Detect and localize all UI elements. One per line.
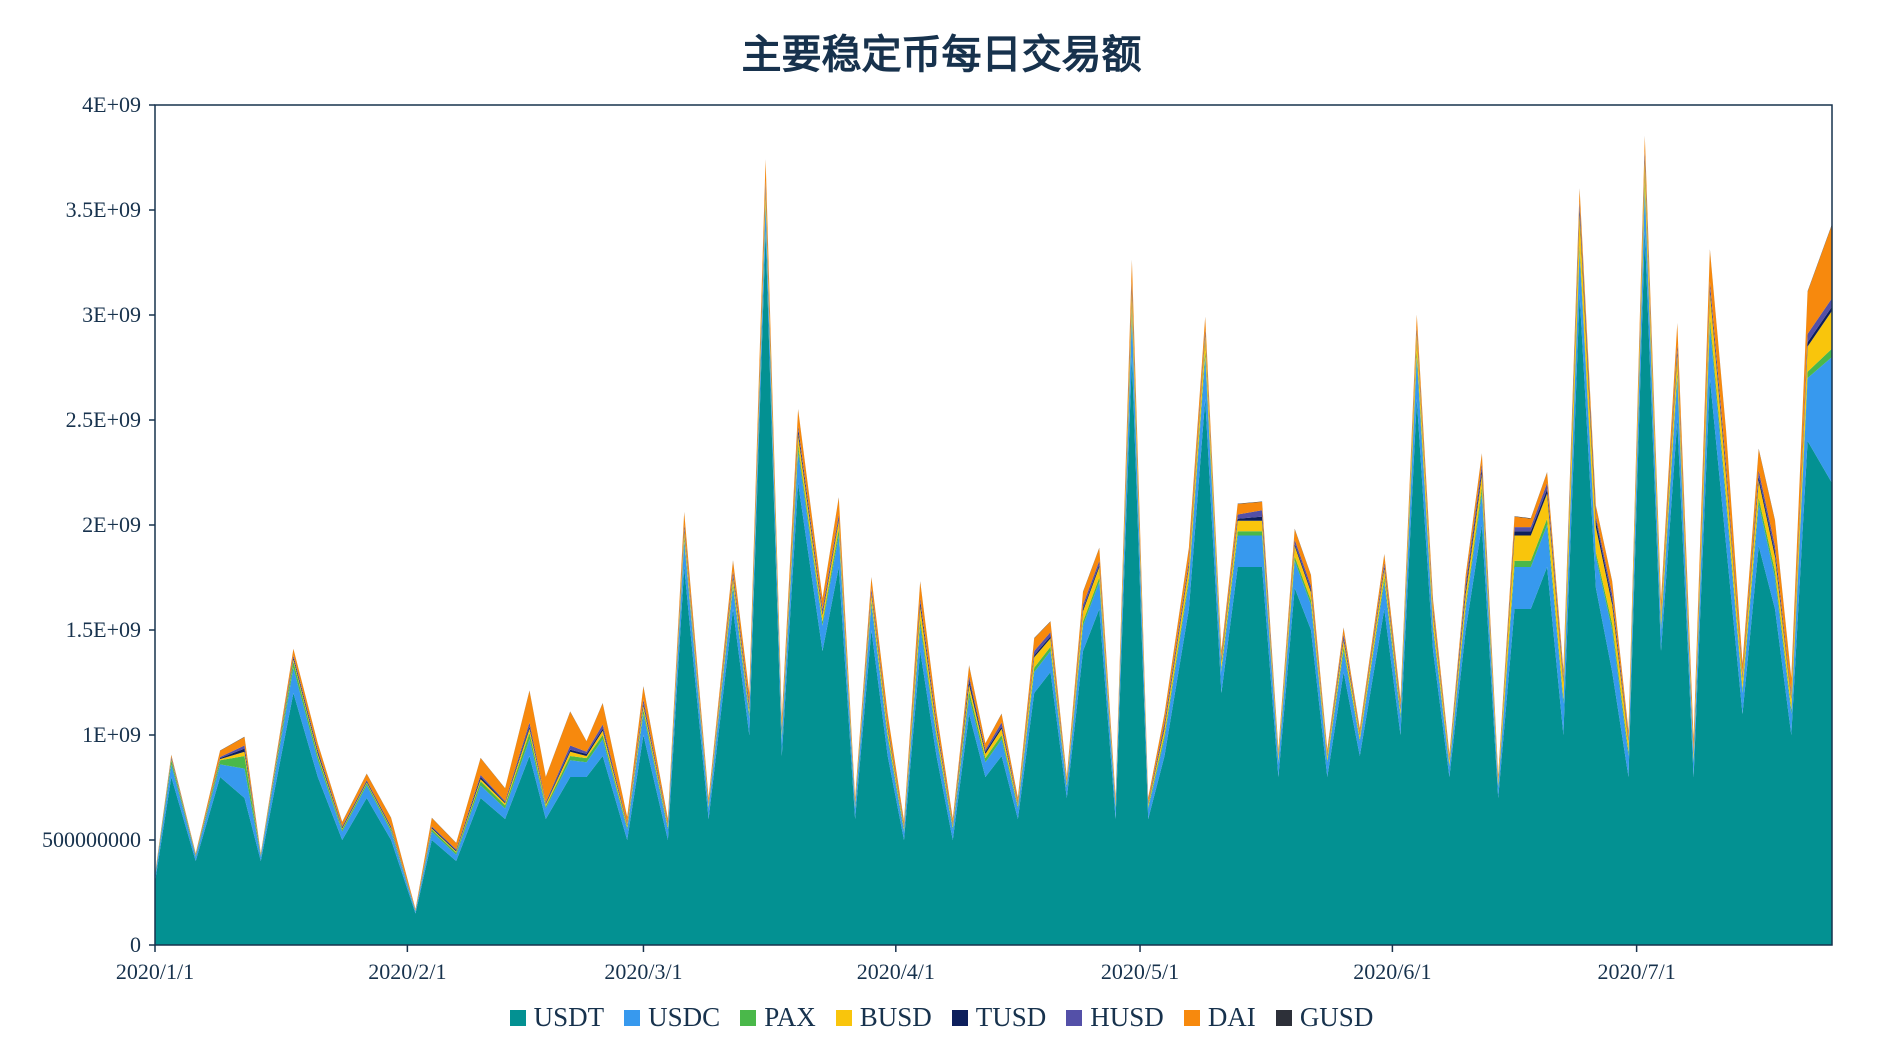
- legend-item-usdc: USDC: [624, 1002, 720, 1033]
- legend-swatch: [509, 1009, 526, 1026]
- legend-label: BUSD: [859, 1002, 932, 1032]
- x-tick-label: 2020/3/1: [604, 959, 682, 984]
- y-tick-label: 3.5E+09: [66, 197, 141, 222]
- legend-item-pax: PAX: [740, 1002, 816, 1033]
- y-axis: 0 500000000 1E+09 1.5E+09 2E+09 2.5E+09 3E+09 3…: [42, 92, 155, 957]
- chart-title: 主要稳定币每日交易额: [741, 31, 1142, 78]
- x-tick-label: 2020/5/1: [1101, 959, 1179, 984]
- y-tick-label: 2.5E+09: [66, 407, 141, 432]
- legend-item-husd: HUSD: [1066, 1002, 1164, 1033]
- y-tick-label: 1.5E+09: [66, 617, 141, 642]
- legend-swatch: [951, 1009, 968, 1026]
- x-tick-label: 2020/4/1: [857, 959, 935, 984]
- legend-item-dai: DAI: [1183, 1002, 1256, 1033]
- legend-item-usdt: USDT: [509, 1002, 605, 1033]
- legend-item-busd: BUSD: [835, 1002, 932, 1033]
- y-tick-label: 2E+09: [82, 512, 141, 537]
- legend-item-gusd: GUSD: [1275, 1002, 1374, 1033]
- legend-swatch: [1275, 1009, 1292, 1026]
- area-usdt: [155, 231, 1832, 945]
- legend-swatch: [1066, 1009, 1083, 1026]
- y-tick-label: 500000000: [42, 827, 141, 852]
- legend-label: TUSD: [975, 1002, 1047, 1032]
- legend-swatch: [1183, 1009, 1200, 1026]
- y-tick-label: 4E+09: [82, 92, 141, 117]
- legend-swatch: [835, 1009, 852, 1026]
- legend: USDT USDC PAX BUSD TUSD HUSD DAI GUSD: [0, 1002, 1883, 1033]
- x-tick-label: 2020/1/1: [116, 959, 194, 984]
- y-tick-label: 1E+09: [82, 722, 141, 747]
- legend-label: PAX: [764, 1002, 816, 1032]
- legend-label: HUSD: [1090, 1002, 1164, 1032]
- legend-label: DAI: [1207, 1002, 1256, 1032]
- legend-label: GUSD: [1299, 1002, 1374, 1032]
- legend-item-tusd: TUSD: [951, 1002, 1047, 1033]
- legend-swatch: [624, 1009, 641, 1026]
- y-tick-label: 0: [130, 932, 141, 957]
- y-tick-label: 3E+09: [82, 302, 141, 327]
- x-tick-label: 2020/7/1: [1598, 959, 1676, 984]
- legend-label: USDT: [533, 1002, 605, 1032]
- x-tick-label: 2020/6/1: [1353, 959, 1431, 984]
- series-areas: [155, 135, 1832, 945]
- legend-label: USDC: [648, 1002, 721, 1032]
- x-axis: 2020/1/1 2020/2/1 2020/3/1 2020/4/1 2020/5/1…: [116, 945, 1676, 984]
- x-tick-label: 2020/2/1: [368, 959, 446, 984]
- legend-swatch: [740, 1009, 757, 1026]
